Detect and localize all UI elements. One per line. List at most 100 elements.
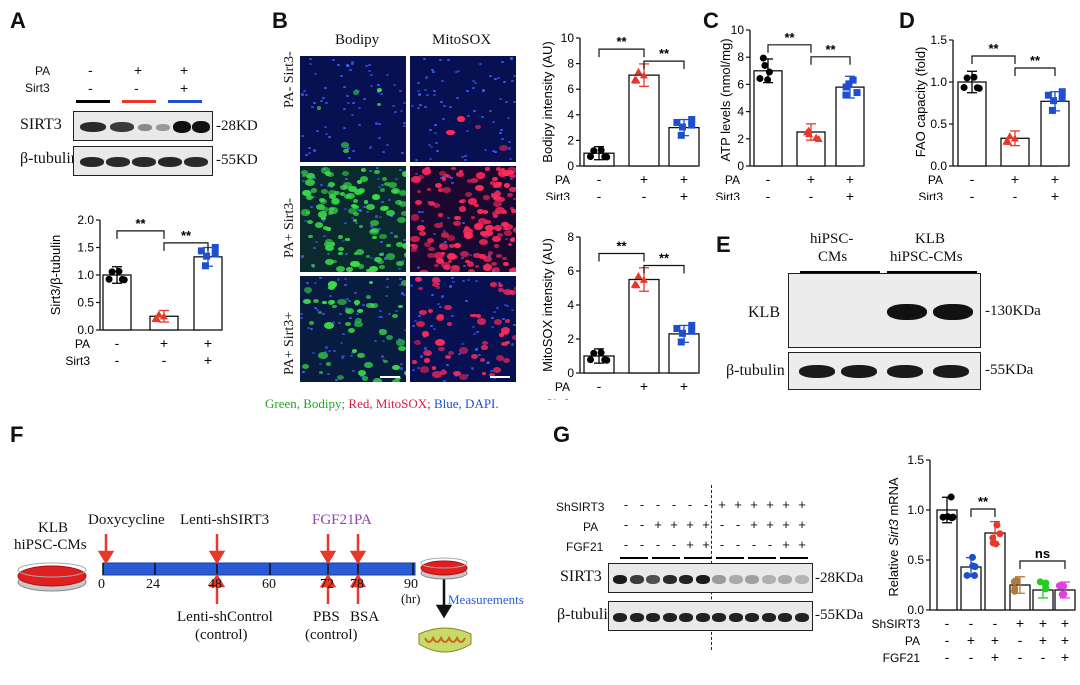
f-label-measurements: Measurements [448, 592, 524, 607]
cell-stain [324, 125, 328, 128]
cell-stain [326, 362, 332, 366]
blot-band [728, 613, 743, 622]
f-label-pbs: PBS [313, 609, 340, 625]
cell-stain [328, 135, 332, 138]
condition-sign: - [809, 188, 814, 200]
cell-stain [348, 69, 352, 72]
cell-stain [453, 371, 461, 377]
cell-stain [343, 181, 353, 189]
stain-legend: Green, Bodipy; Red, MitoSOX; Blue, DAPI. [265, 396, 499, 412]
data-point [993, 521, 1001, 529]
bar [628, 278, 660, 374]
g-condition-sign: - [719, 517, 725, 532]
cell-stain [473, 252, 481, 258]
y-tick-label: 0.0 [930, 159, 947, 173]
cell-stain [338, 321, 342, 324]
condition-sign: + [1061, 615, 1069, 631]
condition-sign: + [1051, 171, 1059, 187]
cell-stain [502, 81, 506, 84]
y-tick-label: 0.5 [930, 117, 947, 131]
g-condition-sign: - [735, 517, 741, 532]
cell-stain [309, 328, 313, 331]
g-condition-sign: - [703, 497, 709, 512]
f-label-control-1: (control) [195, 627, 248, 643]
cell-stain [356, 180, 363, 185]
cell-stain [453, 215, 461, 221]
tick-unit-hr: (hr) [401, 591, 421, 606]
data-point [597, 349, 605, 357]
cell-stain [413, 319, 417, 322]
data-point [586, 153, 594, 161]
cell-stain [369, 265, 378, 272]
cell-stain [306, 172, 316, 180]
cell-stain [327, 349, 331, 352]
g-condition-sign: - [735, 537, 741, 552]
y-tick-label: 0.5 [907, 553, 924, 567]
cell-stain [395, 376, 402, 381]
cell-stain [470, 215, 475, 219]
cell-stain [350, 354, 354, 358]
cell-stain [301, 209, 311, 216]
e-mw-55: -55KDa [985, 362, 1034, 378]
cell-stain [455, 375, 459, 378]
cell-stain [438, 346, 445, 352]
cell-stain [351, 349, 357, 353]
cell-stain [428, 144, 432, 147]
cell-stain [323, 86, 327, 89]
condition-sign: - [597, 188, 602, 200]
legend-red: Red, MitoSOX; [348, 396, 434, 411]
y-tick-label: 0 [567, 366, 574, 380]
cell-stain [308, 320, 315, 325]
cell-stain [351, 369, 355, 372]
data-point [947, 493, 955, 501]
blot-band [728, 575, 743, 584]
cell-stain [485, 362, 489, 365]
y-tick-label: 0.0 [907, 603, 924, 617]
cell-stain [435, 141, 439, 144]
cell-stain [477, 353, 481, 356]
culture-dish-end-icon [420, 557, 468, 580]
cell-stain [385, 253, 396, 261]
y-axis-label: Bodipy intensity (AU) [540, 41, 555, 162]
cell-stain [465, 299, 469, 302]
cell-stain [392, 365, 400, 371]
panel-label-f: F [10, 422, 24, 447]
cell-stain [345, 177, 349, 180]
cell-stain [419, 230, 427, 236]
condition-row-label: PA [555, 173, 570, 187]
significance-label: ** [659, 46, 670, 61]
data-point [105, 275, 113, 283]
cell-stain [308, 235, 313, 239]
data-point [970, 73, 978, 81]
cell-stain [491, 211, 500, 217]
cell-stain [313, 176, 317, 179]
condition-sign: + [680, 171, 688, 187]
tick-48: 48 [208, 577, 222, 592]
data-point [590, 349, 598, 357]
cell-stain [501, 341, 509, 347]
condition-row-label: Sirt3 [65, 354, 90, 368]
blot-band [745, 575, 759, 584]
data-point [842, 91, 850, 99]
cell-stain [456, 116, 465, 122]
cell-stain [488, 251, 494, 255]
cell-stain [360, 374, 364, 377]
cell-stain [325, 346, 329, 349]
significance-label: ns [1035, 546, 1050, 561]
data-point [992, 540, 1000, 548]
col-label-mitosox: MitoSOX [432, 32, 492, 48]
cell-stain [441, 261, 450, 268]
condition-sign: - [945, 632, 950, 648]
cell-stain [385, 243, 391, 247]
cell-stain [300, 255, 304, 258]
cell-stain [362, 376, 369, 381]
cell-stain [344, 321, 351, 327]
cell-stain [385, 295, 389, 298]
cell-stain [465, 259, 471, 264]
cell-stain [316, 309, 320, 312]
blot-band [761, 575, 776, 584]
data-point [948, 514, 956, 522]
g-blot-label-sirt3: SIRT3 [560, 568, 602, 585]
condition-sign: - [642, 395, 647, 400]
cell-stain [458, 373, 468, 380]
